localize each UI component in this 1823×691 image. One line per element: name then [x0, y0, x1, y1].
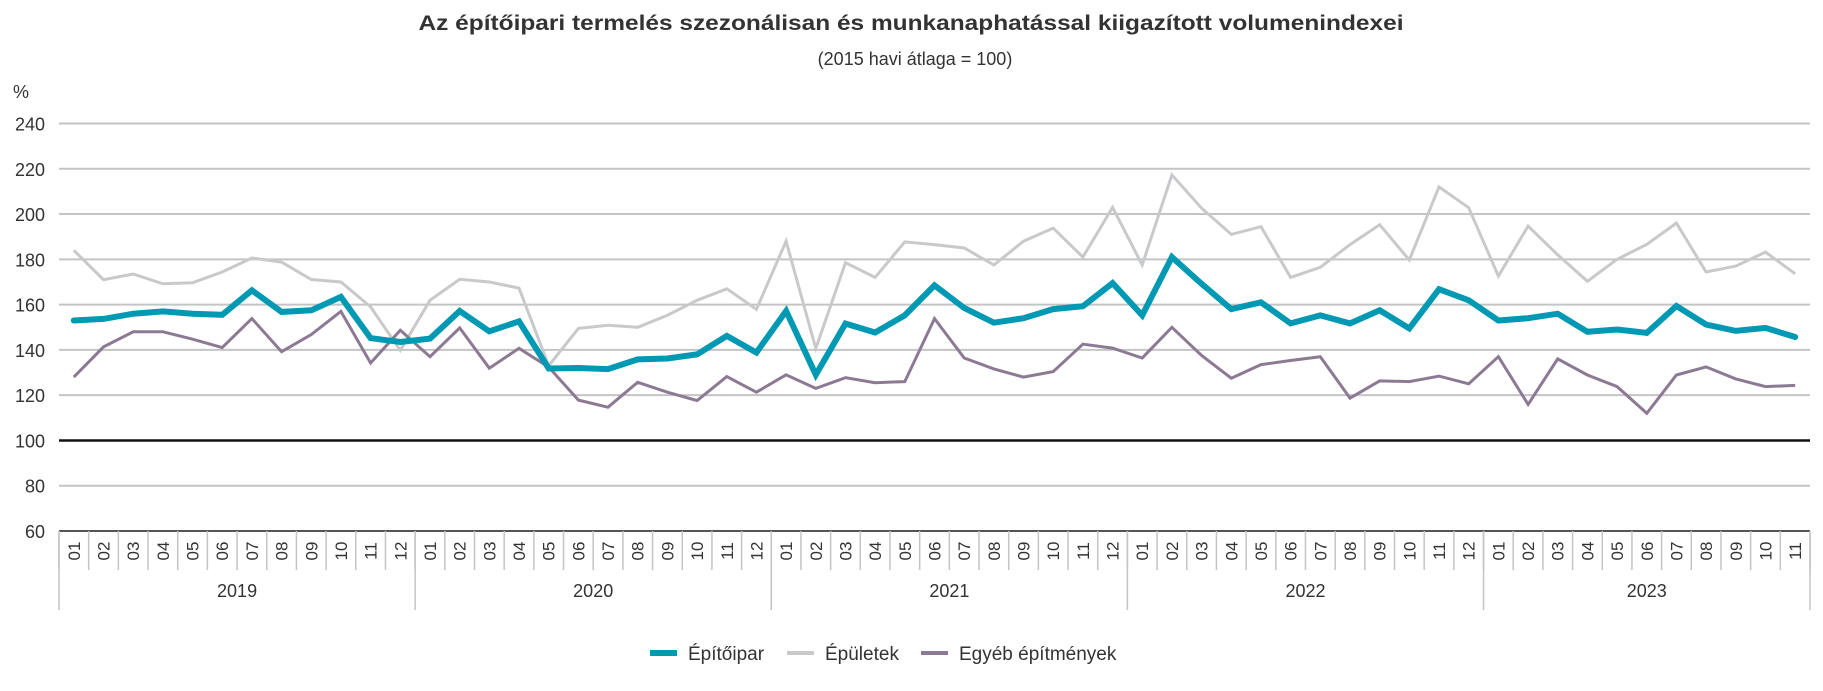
y-axis-ticks: 60 80 100 120 140 160 180 200 220 240	[15, 115, 45, 543]
year-label: 2023	[1627, 581, 1667, 601]
x-tick-label: 04	[1578, 542, 1597, 561]
x-tick-label: 06	[569, 542, 588, 561]
x-tick-label: 08	[273, 542, 292, 561]
x-tick-label: 09	[1371, 542, 1390, 561]
x-tick-label: 04	[510, 542, 529, 561]
year-label: 2019	[217, 581, 257, 601]
gridlines	[59, 122, 1810, 487]
x-tick-label: 03	[480, 542, 499, 561]
series-0	[70, 252, 1799, 382]
y-tick-label: 80	[25, 477, 45, 497]
x-tick-label: 12	[747, 542, 766, 561]
chart-title: Az építőipari termelés szezonálisan és m…	[419, 12, 1404, 35]
x-tick-label: 12	[391, 542, 410, 561]
y-tick-label: 60	[25, 522, 45, 542]
x-tick-label: 03	[124, 542, 143, 561]
x-tick-label: 07	[599, 542, 618, 561]
legend-item: Épületek	[787, 644, 899, 665]
x-axis: 01 02 03 04 05 06 07 08 09 10 11 12 01 02 03 04 05 06 07 08…	[58, 530, 1811, 610]
x-tick-label: 05	[896, 542, 915, 561]
chart-subtitle: (2015 havi átlaga = 100)	[818, 49, 1013, 69]
y-tick-label: 160	[15, 296, 45, 316]
x-tick-label: 06	[926, 542, 945, 561]
series-line	[72, 171, 1797, 369]
x-tick-label: 02	[95, 542, 114, 561]
x-tick-label: 07	[1311, 542, 1330, 561]
x-tick-label: 01	[1133, 542, 1152, 561]
x-tick-label: 11	[1430, 542, 1449, 560]
x-tick-label: 05	[1608, 542, 1627, 561]
year-label: 2021	[929, 581, 969, 601]
y-tick-label: 200	[15, 205, 45, 225]
series-1	[72, 171, 1797, 369]
y-tick-label: 120	[15, 386, 45, 406]
x-tick-label: 12	[1460, 542, 1479, 561]
series-line	[72, 309, 1796, 416]
legend-item: Egyéb építmények	[921, 644, 1117, 665]
x-tick-label: 08	[985, 542, 1004, 561]
x-tick-label: 06	[213, 542, 232, 561]
x-tick-label: 05	[540, 542, 559, 561]
x-tick-label: 04	[1222, 542, 1241, 561]
legend-label: Épületek	[825, 644, 899, 665]
x-tick-label: 07	[243, 542, 262, 561]
legend-label: Építőipar	[688, 644, 765, 665]
y-tick-label: 220	[15, 160, 45, 180]
x-tick-label: 01	[1489, 542, 1508, 561]
x-tick-label: 03	[836, 542, 855, 561]
x-tick-label: 10	[1400, 542, 1419, 561]
legend-label: Egyéb építmények	[959, 644, 1117, 665]
y-tick-label: 140	[15, 341, 45, 361]
x-tick-label: 10	[688, 542, 707, 561]
x-tick-label: 02	[1163, 542, 1182, 561]
x-tick-label: 09	[1727, 542, 1746, 561]
x-tick-label: 08	[1341, 542, 1360, 561]
x-tick-label: 06	[1282, 542, 1301, 561]
x-tick-label: 11	[362, 542, 381, 560]
x-tick-label: 08	[629, 542, 648, 561]
x-tick-label: 07	[955, 542, 974, 561]
series-2	[72, 309, 1796, 416]
x-tick-label: 01	[65, 542, 84, 561]
x-tick-label: 09	[302, 542, 321, 561]
x-tick-label: 01	[777, 542, 796, 561]
x-tick-label: 02	[1519, 542, 1538, 561]
x-tick-label: 11	[718, 542, 737, 560]
x-tick-label: 12	[1104, 542, 1123, 561]
x-tick-label: 05	[184, 542, 203, 561]
x-tick-label: 03	[1549, 542, 1568, 561]
x-tick-label: 10	[332, 542, 351, 561]
series-layer	[70, 171, 1799, 416]
x-tick-label: 09	[1015, 542, 1034, 561]
x-tick-label: 02	[807, 542, 826, 561]
legend-item: Építőipar	[650, 644, 765, 665]
x-tick-label: 04	[154, 542, 173, 561]
x-tick-label: 05	[1252, 542, 1271, 561]
y-tick-label: 240	[15, 115, 45, 135]
x-tick-label: 03	[1193, 542, 1212, 561]
x-tick-label: 01	[421, 542, 440, 561]
x-tick-label: 10	[1756, 542, 1775, 561]
y-tick-label: 100	[15, 431, 45, 451]
x-tick-label: 07	[1667, 542, 1686, 561]
x-tick-label: 10	[1044, 542, 1063, 561]
x-tick-label: 04	[866, 542, 885, 561]
year-label: 2022	[1285, 581, 1325, 601]
x-tick-label: 02	[451, 542, 470, 561]
legend: Építőipar Épületek Egyéb építmények	[650, 644, 1117, 665]
x-tick-label: 09	[658, 542, 677, 561]
x-tick-label: 11	[1786, 542, 1805, 560]
year-label: 2020	[573, 581, 613, 601]
y-axis-unit-label: %	[13, 82, 29, 102]
x-tick-label: 06	[1638, 542, 1657, 561]
y-tick-label: 180	[15, 250, 45, 270]
x-tick-label: 08	[1697, 542, 1716, 561]
x-tick-label: 11	[1074, 542, 1093, 560]
series-line	[70, 252, 1799, 382]
